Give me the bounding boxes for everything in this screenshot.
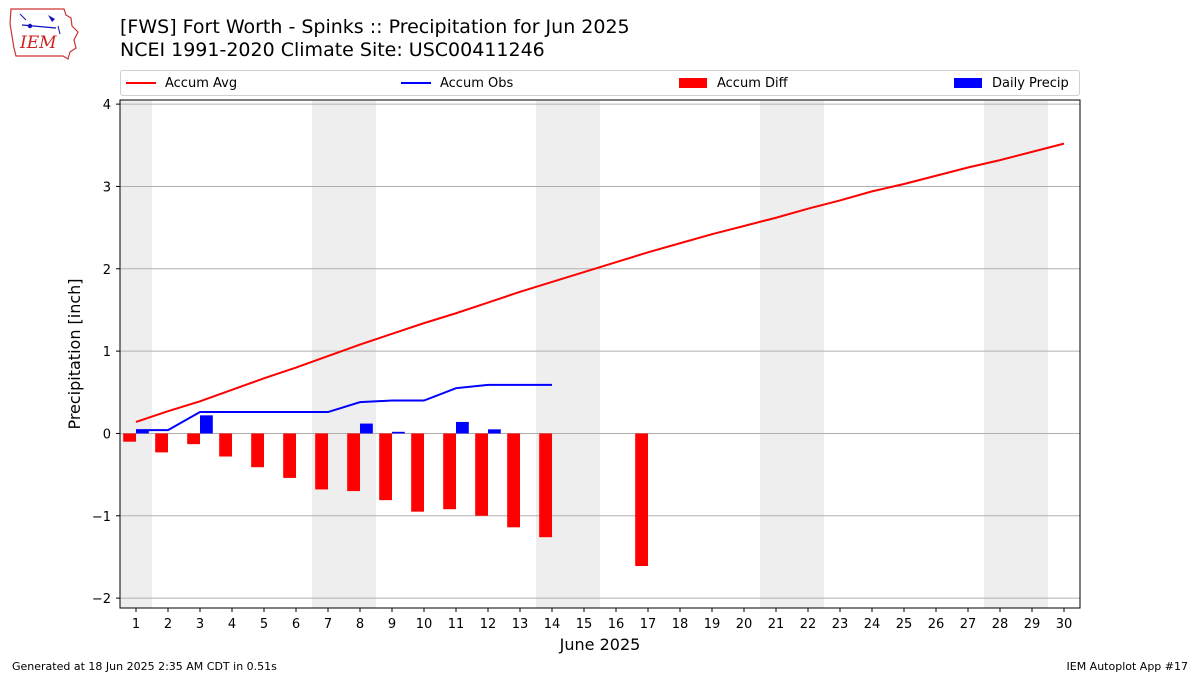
accum-diff-bar xyxy=(123,433,136,442)
x-tick-label: 5 xyxy=(260,617,268,632)
accum-diff-bar xyxy=(475,433,488,516)
x-tick-label: 4 xyxy=(228,617,236,632)
gridlines xyxy=(120,103,1080,599)
daily-precip-bar xyxy=(456,421,469,434)
footer-generated-text: Generated at 18 Jun 2025 2:35 AM CDT in … xyxy=(12,660,277,673)
daily-precip-bar xyxy=(200,415,213,434)
x-tick-label: 10 xyxy=(416,617,433,632)
legend-item-accum-diff: Accum Diff xyxy=(679,71,788,95)
legend-item-accum-avg: Accum Avg xyxy=(126,71,237,95)
daily-precip-bar xyxy=(488,429,501,434)
legend-item-daily-precip: Daily Precip xyxy=(954,71,1069,95)
legend: Accum Avg Accum Obs Accum Diff Daily Pre… xyxy=(120,70,1080,96)
footer-app-text: IEM Autoplot App #17 xyxy=(1066,660,1189,673)
y-tick-label: 1 xyxy=(103,345,111,360)
y-tick-label: 2 xyxy=(103,263,111,278)
x-tick-label: 8 xyxy=(356,617,364,632)
accum-diff-bar xyxy=(219,433,232,457)
accum-diff-bar xyxy=(411,433,424,512)
x-axis-label: June 2025 xyxy=(559,635,641,654)
y-tick-label: 3 xyxy=(103,180,111,195)
x-tick-label: 16 xyxy=(608,617,625,632)
x-tick-label: 25 xyxy=(896,617,913,632)
legend-label-accum-avg: Accum Avg xyxy=(165,75,238,91)
weekend-shade xyxy=(760,100,824,608)
x-tick-label: 19 xyxy=(704,617,721,632)
y-axis-label: Precipitation [inch] xyxy=(65,278,84,429)
x-tick-label: 21 xyxy=(768,617,785,632)
x-tick-label: 27 xyxy=(960,617,977,632)
line-marks xyxy=(135,142,1065,432)
x-tick-label: 7 xyxy=(324,617,332,632)
accum-avg-line xyxy=(135,142,1065,423)
legend-item-accum-obs: Accum Obs xyxy=(401,71,513,95)
accum-diff-bar xyxy=(507,433,520,528)
weekend-shade xyxy=(120,100,152,608)
legend-label-daily-precip: Daily Precip xyxy=(992,75,1069,91)
x-tick-label: 1 xyxy=(132,617,140,632)
legend-label-accum-diff: Accum Diff xyxy=(717,75,788,91)
x-tick-label: 18 xyxy=(672,617,689,632)
accum-diff-bar xyxy=(187,433,200,445)
x-tick-label: 17 xyxy=(640,617,657,632)
chart-title: [FWS] Fort Worth - Spinks :: Precipitati… xyxy=(120,16,630,38)
x-tick-label: 14 xyxy=(544,617,561,632)
logo-text: IEM xyxy=(19,33,57,53)
legend-swatch-accum-diff xyxy=(679,78,707,88)
legend-swatch-daily-precip xyxy=(954,78,982,88)
x-tick-label: 22 xyxy=(800,617,817,632)
y-tick-label: −2 xyxy=(92,592,111,607)
legend-label-accum-obs: Accum Obs xyxy=(440,75,514,91)
weekend-shade xyxy=(984,100,1048,608)
x-tick-label: 15 xyxy=(576,617,593,632)
accum-diff-bar xyxy=(283,433,296,478)
y-tick-label: −1 xyxy=(92,510,111,525)
x-tick-label: 24 xyxy=(864,617,881,632)
accum-diff-bar xyxy=(155,433,168,453)
chart-subtitle: NCEI 1991-2020 Climate Site: USC00411246 xyxy=(120,39,545,61)
daily-precip-bar xyxy=(136,430,149,434)
x-tick-label: 6 xyxy=(292,617,300,632)
weekend-shading xyxy=(120,100,1048,608)
accum-diff-bar xyxy=(251,433,264,468)
x-tick-label: 13 xyxy=(512,617,529,632)
accum-obs-line xyxy=(136,383,552,432)
x-tick-label: 20 xyxy=(736,617,753,632)
x-tick-label: 28 xyxy=(992,617,1009,632)
x-tick-label: 26 xyxy=(928,617,945,632)
x-tick-label: 23 xyxy=(832,617,849,632)
x-tick-label: 2 xyxy=(164,617,172,632)
y-tick-label: 4 xyxy=(103,98,111,113)
x-tick-label: 3 xyxy=(196,617,204,632)
accum-diff-bar xyxy=(347,433,360,492)
accum-diff-bar xyxy=(379,433,392,501)
accum-diff-bar xyxy=(443,433,456,510)
plot-frame xyxy=(119,99,1081,609)
accum-diff-bar xyxy=(315,433,328,490)
x-tick-label: 12 xyxy=(480,617,497,632)
weekend-shade xyxy=(312,100,376,608)
legend-swatch-accum-obs xyxy=(401,82,431,84)
daily-precip-bar xyxy=(392,431,405,434)
x-tick-label: 9 xyxy=(388,617,396,632)
legend-swatch-accum-avg xyxy=(126,82,156,84)
y-tick-label: 0 xyxy=(103,427,111,442)
accum-diff-bar xyxy=(635,433,648,567)
x-tick-label: 11 xyxy=(448,617,465,632)
x-tick-label: 30 xyxy=(1056,617,1073,632)
accum-diff-bar xyxy=(539,433,552,538)
daily-precip-bar xyxy=(360,423,373,434)
x-tick-label: 29 xyxy=(1024,617,1041,632)
bar-marks xyxy=(123,415,648,567)
iem-logo: IEM xyxy=(9,8,79,60)
